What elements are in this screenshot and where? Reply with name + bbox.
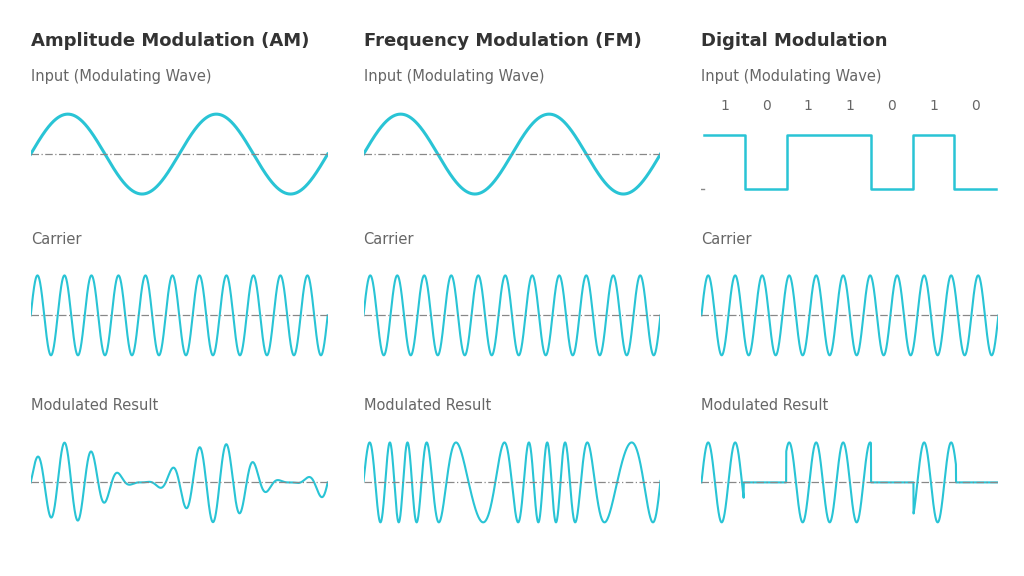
Text: 0: 0 (762, 98, 771, 113)
Text: 0: 0 (888, 98, 896, 113)
Text: Input (Modulating Wave): Input (Modulating Wave) (31, 69, 211, 84)
Text: Modulated Result: Modulated Result (701, 398, 828, 413)
Text: 1: 1 (804, 98, 812, 113)
Text: Amplitude Modulation (AM): Amplitude Modulation (AM) (31, 32, 309, 50)
Text: Carrier: Carrier (31, 232, 81, 247)
Text: Modulated Result: Modulated Result (31, 398, 158, 413)
Text: Carrier: Carrier (364, 232, 414, 247)
Text: 1: 1 (720, 98, 729, 113)
Text: Frequency Modulation (FM): Frequency Modulation (FM) (364, 32, 641, 50)
Text: 0: 0 (971, 98, 980, 113)
Text: Modulated Result: Modulated Result (364, 398, 490, 413)
Text: 1: 1 (929, 98, 938, 113)
Text: 1: 1 (846, 98, 854, 113)
Text: Carrier: Carrier (701, 232, 752, 247)
Text: Digital Modulation: Digital Modulation (701, 32, 888, 50)
Text: Input (Modulating Wave): Input (Modulating Wave) (364, 69, 544, 84)
Text: Input (Modulating Wave): Input (Modulating Wave) (701, 69, 882, 84)
